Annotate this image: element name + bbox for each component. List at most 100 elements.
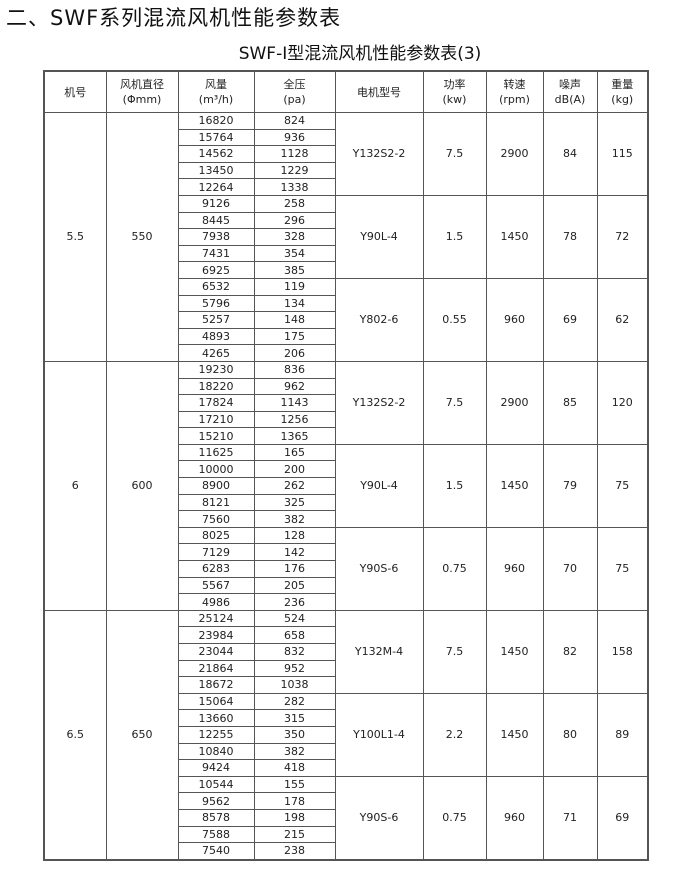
table-row: 18220 962: [44, 377, 648, 396]
airflow-cell: 7431: [177, 244, 255, 263]
airflow-cell: 4986: [177, 593, 255, 611]
motor-model-cell: Y90S-6: [334, 775, 424, 861]
table-row: 5796 134: [44, 294, 648, 313]
pressure-cell: 205: [253, 576, 336, 595]
airflow-cell: 9562: [177, 792, 255, 810]
pressure-cell: 198: [253, 808, 336, 827]
airflow-cell: 8900: [177, 477, 255, 495]
header-unit: (kg): [611, 93, 634, 106]
table-row: 6.5 650 25124 524 Y132M-4 7.5 1450 82 158: [43, 609, 649, 861]
power-cell: 2.2: [422, 692, 487, 777]
table-row: 15064 282 Y100L1-4 2.2 1450 80 89: [44, 692, 649, 777]
header-unit: (m³/h): [198, 93, 234, 106]
pressure-cell: 178: [253, 792, 336, 810]
airflow-cell: 13450: [177, 161, 255, 180]
speed-cell: 2900: [485, 360, 544, 445]
table-row: 5.5 550 16820 824 Y132S2-2 7.5 2900 84 115: [43, 112, 649, 362]
diameter-cell: 650: [105, 609, 179, 861]
pressure-cell: 325: [253, 493, 336, 512]
airflow-cell: 5567: [177, 576, 255, 595]
weight-cell: 62: [596, 277, 649, 362]
header-unit: (kw): [442, 93, 467, 106]
speed-cell: 960: [485, 775, 544, 861]
table-row: 8121 325: [44, 493, 648, 512]
weight-cell: 158: [596, 609, 649, 694]
table-row: 6925 385: [44, 261, 648, 279]
airflow-cell: 23044: [177, 643, 255, 661]
airflow-cell: 4893: [177, 327, 255, 346]
pressure-cell: 658: [253, 626, 336, 644]
diameter-cell: 550: [105, 112, 179, 362]
pressure-cell: 315: [253, 709, 336, 727]
pressure-cell: 328: [253, 228, 336, 246]
airflow-cell: 15764: [177, 128, 255, 147]
motor-model-cell: Y90L-4: [334, 194, 424, 279]
power-cell: 7.5: [422, 609, 487, 694]
table-row: 18672 1038: [44, 676, 648, 694]
airflow-cell: 11625: [177, 443, 255, 462]
noise-cell: 85: [542, 360, 598, 445]
speed-cell: 1450: [485, 692, 544, 777]
airflow-cell: 10000: [177, 460, 255, 479]
pressure-cell: 155: [253, 775, 336, 794]
table-row: 21864 952: [44, 659, 648, 678]
table-row: 8025 128 Y90S-6 0.75 960 70 75: [44, 526, 649, 611]
airflow-cell: 21864: [177, 659, 255, 678]
pressure-cell: 962: [253, 377, 336, 396]
noise-cell: 82: [542, 609, 598, 694]
airflow-cell: 7938: [177, 228, 255, 246]
header-pressure: 全压 (pa): [253, 70, 336, 113]
table-row: 5567 205: [44, 576, 648, 595]
airflow-cell: 12264: [177, 178, 255, 196]
pressure-cell: 200: [253, 460, 336, 479]
table-row: 7588 215: [44, 825, 648, 844]
weight-cell: 75: [596, 526, 649, 611]
airflow-cell: 7129: [177, 543, 255, 562]
airflow-cell: 7540: [177, 842, 255, 861]
speed-cell: 960: [485, 526, 544, 611]
power-cell: 0.75: [422, 526, 487, 611]
airflow-cell: 8578: [177, 808, 255, 827]
header-label: 转速: [503, 78, 526, 91]
header-unit: dB(A): [554, 93, 586, 106]
weight-cell: 69: [596, 775, 649, 861]
header-row: 机号 风机直径 (Φmm) 风量 (m³/h) 全压 (pa) 电机型号 功率 (kw) 转速 (rp…: [43, 70, 649, 113]
airflow-cell: 7560: [177, 510, 255, 528]
motor-model-cell: Y132M-4: [334, 609, 424, 694]
airflow-cell: 15064: [177, 692, 255, 711]
header-noise: 噪声 dB(A): [542, 70, 598, 113]
noise-cell: 70: [542, 526, 598, 611]
pressure-cell: 382: [253, 742, 336, 761]
header-label: 机号: [64, 85, 87, 99]
table-row: 8445 296: [44, 211, 648, 230]
speed-cell: 1450: [485, 194, 544, 279]
pressure-cell: 148: [253, 311, 336, 329]
noise-cell: 79: [542, 443, 598, 528]
header-label: 全压: [283, 78, 306, 91]
weight-cell: 89: [596, 692, 649, 777]
pressure-cell: 836: [253, 360, 336, 379]
table-row: 23044 832: [44, 643, 648, 661]
pressure-cell: 832: [253, 643, 336, 661]
header-unit: (Φmm): [122, 93, 162, 106]
noise-cell: 71: [542, 775, 598, 861]
airflow-cell: 14562: [177, 145, 255, 163]
weight-cell: 115: [596, 112, 649, 196]
pressure-cell: 1338: [253, 178, 336, 196]
motor-model-cell: Y90L-4: [334, 443, 424, 528]
power-cell: 0.55: [422, 277, 487, 362]
header-label: 重量: [611, 78, 634, 91]
pressure-cell: 1365: [253, 427, 336, 445]
pressure-cell: 354: [253, 244, 336, 263]
diameter-cell: 600: [105, 360, 179, 611]
pressure-cell: 418: [253, 759, 336, 777]
fan-no-cell: 6: [43, 360, 107, 611]
pressure-cell: 1256: [253, 410, 336, 429]
table-row: 4986 236: [44, 593, 648, 611]
power-cell: 7.5: [422, 360, 487, 445]
noise-cell: 78: [542, 194, 598, 279]
pressure-cell: 382: [253, 510, 336, 528]
header-label: 风机直径: [120, 78, 164, 91]
pressure-cell: 175: [253, 327, 336, 346]
table-row: 12255 350: [44, 725, 648, 744]
